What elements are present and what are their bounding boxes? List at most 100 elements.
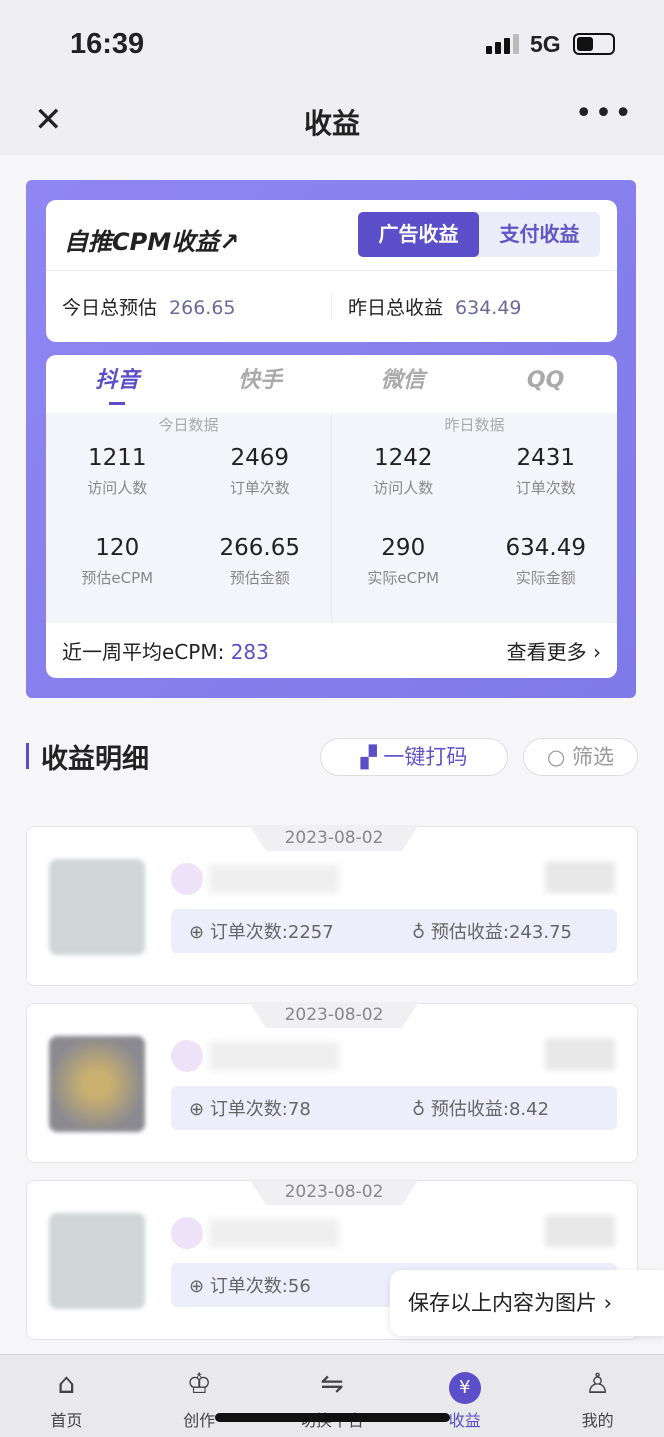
stat-value: 634.49	[505, 535, 586, 561]
tab-wechat[interactable]: 微信	[380, 368, 425, 393]
brand-title: 自推CPM收益↗	[64, 222, 239, 257]
avg-value: 283	[230, 640, 269, 664]
weekly-average: 近一周平均eCPM: 283	[62, 636, 269, 665]
tab-qq[interactable]: QQ	[526, 368, 565, 393]
platform-tabs: 抖音 快手 微信 QQ	[46, 355, 617, 413]
details-header: 收益明细 ▞ 一键打码 ○ 筛选	[26, 735, 638, 779]
home-icon: ⌂	[57, 1367, 76, 1400]
close-icon[interactable]: ✕	[34, 100, 63, 140]
yen-icon: ¥	[398, 1367, 531, 1407]
yesterday-total: 昨日总收益 634.49	[331, 293, 617, 320]
stat-label: 订单次数	[229, 479, 290, 497]
orders-value: 2257	[287, 922, 334, 943]
blurred-title	[209, 865, 339, 893]
stat-cell: 1242 访问人数	[332, 437, 475, 527]
today-data: 今日数据 1211 访问人数 2469 订单次数 120 预估eCPM 266.65 预…	[46, 413, 331, 623]
signal-icon	[486, 34, 519, 54]
switch-icon: ⇋	[320, 1367, 344, 1400]
income-type-toggle: 广告收益 支付收益	[358, 212, 600, 257]
today-data-label: 今日数据	[158, 416, 219, 434]
blurred-value	[545, 861, 615, 893]
blurred-title	[209, 1219, 339, 1247]
avatar	[171, 1040, 203, 1072]
orders-label: 订单次数:	[209, 1276, 288, 1297]
income-label: 预估收益:	[430, 922, 509, 943]
tab-mine[interactable]: ♙ 我的	[531, 1355, 664, 1437]
orders-value: 56	[287, 1276, 311, 1297]
income-value: 8.42	[508, 1099, 550, 1120]
tab-label: 收益	[448, 1411, 481, 1430]
avg-label: 近一周平均eCPM:	[62, 640, 225, 664]
item-date: 2023-08-02	[249, 1179, 419, 1205]
stat-value: 266.65	[219, 535, 300, 561]
stat-label: 预估eCPM	[81, 569, 154, 587]
tab-pay-income[interactable]: 支付收益	[499, 222, 580, 246]
stat-label: 实际eCPM	[367, 569, 440, 587]
stat-value: 120	[95, 535, 140, 561]
mosaic-icon: ▞	[360, 745, 377, 769]
orders-label: 订单次数:	[209, 922, 288, 943]
tab-ad-income[interactable]: 广告收益	[358, 212, 479, 257]
home-indicator	[215, 1413, 450, 1422]
avatar	[171, 863, 203, 895]
yesterday-label: 昨日总收益	[348, 297, 444, 319]
list-item[interactable]: 2023-08-02 ⊕ 订单次数:2257 ♁ 预估收益:243.75	[26, 825, 638, 986]
more-icon[interactable]: •••	[574, 96, 634, 131]
mosaic-button[interactable]: ▞ 一键打码	[320, 738, 508, 776]
stat-label: 预估金额	[229, 569, 290, 587]
nav-bar: ✕ 收益 •••	[0, 90, 664, 155]
yesterday-data: 昨日数据 1242 访问人数 2431 订单次数 290 实际eCPM 634.49 实…	[331, 413, 617, 623]
stat-value: 2431	[516, 445, 576, 471]
section-marker	[26, 743, 29, 769]
totals-row: 今日总预估 266.65 昨日总收益 634.49	[46, 270, 617, 342]
save-as-image-button[interactable]: 保存以上内容为图片 ›	[390, 1270, 664, 1336]
stat-value: 2469	[230, 445, 290, 471]
tab-label: 首页	[50, 1411, 83, 1430]
section-title: 收益明细	[41, 744, 149, 775]
stat-label: 订单次数	[515, 479, 576, 497]
tab-kuaishou[interactable]: 快手	[238, 368, 283, 393]
yesterday-data-label: 昨日数据	[444, 416, 505, 434]
filter-button[interactable]: ○ 筛选	[523, 738, 638, 776]
earnings-panel: 自推CPM收益↗ 广告收益 支付收益 今日总预估 266.65 昨日总收益 634.…	[26, 180, 636, 698]
stat-cell: 120 预估eCPM	[46, 527, 189, 617]
thumbnail	[49, 1213, 145, 1309]
tab-label: 我的	[581, 1411, 614, 1430]
orders-label: 订单次数:	[209, 1099, 288, 1120]
stat-value: 1242	[373, 445, 433, 471]
stat-label: 访问人数	[87, 479, 148, 497]
stat-value: 290	[381, 535, 426, 561]
item-date: 2023-08-02	[249, 825, 419, 851]
income-value: 243.75	[508, 922, 572, 943]
view-more-link[interactable]: 查看更多 ›	[506, 640, 601, 664]
summary-card: 自推CPM收益↗ 广告收益 支付收益 今日总预估 266.65 昨日总收益 634.…	[46, 200, 617, 342]
network-type: 5G	[530, 31, 561, 57]
avatar	[171, 1217, 203, 1249]
stat-label: 实际金额	[515, 569, 576, 587]
tab-switch-platform[interactable]: ⇋切换平台	[266, 1355, 399, 1437]
bottom-tab-bar: ⌂ 首页 ♔ 创作 ⇋切换平台 ¥ 收益 ♙ 我的	[0, 1354, 664, 1437]
crown-icon: ♔	[186, 1367, 212, 1400]
blurred-value	[545, 1215, 615, 1247]
stat-value: 1211	[87, 445, 147, 471]
tab-earnings[interactable]: ¥ 收益	[398, 1355, 531, 1437]
mosaic-label: 一键打码	[383, 745, 468, 769]
platform-card: 抖音 快手 微信 QQ 今日数据 1211 访问人数 2469 订单次数 120 预估…	[46, 355, 617, 678]
filter-label: 筛选	[572, 745, 614, 769]
brand-text: 自推CPM收益	[64, 228, 220, 256]
stat-cell: 2469 订单次数	[189, 437, 332, 527]
stat-cell: 634.49 实际金额	[475, 527, 618, 617]
yesterday-value: 634.49	[455, 297, 522, 319]
tab-home[interactable]: ⌂ 首页	[0, 1355, 133, 1437]
trend-icon: ↗	[219, 228, 240, 256]
list-item[interactable]: 2023-08-02 ⊕ 订单次数:78 ♁ 预估收益:8.42	[26, 1002, 638, 1163]
user-icon: ♙	[585, 1367, 611, 1400]
tab-create[interactable]: ♔ 创作	[133, 1355, 266, 1437]
stat-label: 访问人数	[373, 479, 434, 497]
today-value: 266.65	[169, 297, 236, 319]
battery-icon	[573, 33, 615, 55]
page-title: 收益	[303, 107, 360, 140]
income-stat: ♁ 预估收益:243.75	[412, 922, 572, 943]
tab-douyin[interactable]: 抖音	[46, 355, 189, 413]
stat-cell: 290 实际eCPM	[332, 527, 475, 617]
